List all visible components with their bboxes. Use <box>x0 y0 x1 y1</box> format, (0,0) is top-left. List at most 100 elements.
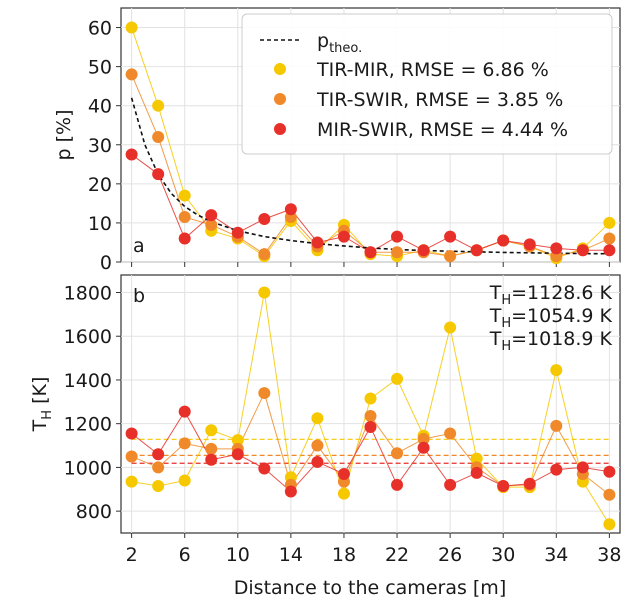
x-tick-label: 38 <box>597 544 621 566</box>
point-mir_swir <box>125 148 138 161</box>
point-tir_mir <box>311 412 324 425</box>
point-tir_swir <box>205 442 218 455</box>
mean-label-tir-swir: TH=1054.9 K <box>489 305 613 331</box>
point-tir_mir <box>337 487 350 500</box>
point-mir_swir <box>391 478 404 491</box>
legend: ptheo. TIR-MIR, RMSE = 6.86 % TIR-SWIR, … <box>241 13 613 155</box>
point-tir_swir <box>444 250 457 263</box>
panel-a-points <box>125 21 616 265</box>
point-mir_swir <box>523 238 536 251</box>
panel-b-y-ticks: 800 1000 1200 1400 1600 1800 <box>64 282 121 523</box>
panel-b-y-label: TH [K] <box>29 377 55 433</box>
point-mir_swir <box>125 427 138 440</box>
point-mir_swir <box>550 242 563 255</box>
point-mir_swir <box>603 244 616 257</box>
point-tir_swir <box>152 461 165 474</box>
x-tick-label: 18 <box>332 544 356 566</box>
point-mir_swir <box>444 230 457 243</box>
x-tick-label: 34 <box>544 544 568 566</box>
y-tick-label: 1800 <box>64 282 112 304</box>
point-mir_swir <box>497 479 510 492</box>
point-tir_swir <box>391 246 404 259</box>
panel-b-x-ticks: 2 6 10 14 18 22 26 30 34 38 <box>126 533 621 566</box>
point-mir_swir <box>152 448 165 461</box>
point-tir_mir <box>205 424 218 437</box>
point-tir_mir <box>444 321 457 334</box>
point-mir_swir <box>444 478 457 491</box>
panel-a-x-ticks <box>131 262 610 267</box>
point-tir_swir <box>417 432 430 445</box>
point-tir_mir <box>231 434 244 447</box>
point-tir_swir <box>391 447 404 460</box>
legend-tir-mir-label: TIR-MIR, RMSE = 6.86 % <box>316 59 549 81</box>
legend-mir-swir-marker <box>274 123 286 135</box>
panel-b-letter: b <box>133 285 145 307</box>
x-tick-label: 2 <box>126 544 138 566</box>
y-tick-label: 0 <box>100 252 112 274</box>
y-tick-label: 1200 <box>64 414 112 436</box>
y-tick-label: 1600 <box>64 326 112 348</box>
point-tir_mir <box>152 479 165 492</box>
point-mir_swir <box>576 244 589 257</box>
point-tir_mir <box>364 392 377 405</box>
point-mir_swir <box>258 213 271 226</box>
point-tir_swir <box>444 427 457 440</box>
point-mir_swir <box>205 453 218 466</box>
mean-label-tir-mir: TH=1128.6 K <box>489 282 613 308</box>
point-mir_swir <box>337 230 350 243</box>
y-tick-label: 50 <box>88 57 112 79</box>
theory-curve <box>130 97 610 255</box>
point-tir_swir <box>311 439 324 452</box>
point-tir_mir <box>258 286 271 299</box>
legend-theory-label: ptheo. <box>317 30 362 56</box>
point-tir_swir <box>178 437 191 450</box>
point-tir_mir <box>550 364 563 377</box>
x-tick-label: 22 <box>385 544 409 566</box>
point-tir_mir <box>178 189 191 202</box>
point-mir_swir <box>311 236 324 249</box>
point-mir_swir <box>603 465 616 478</box>
point-tir_swir <box>125 450 138 463</box>
y-tick-label: 800 <box>76 501 112 523</box>
point-tir_mir <box>125 475 138 488</box>
point-tir_mir <box>178 474 191 487</box>
point-tir_swir <box>364 410 377 423</box>
point-mir_swir <box>576 461 589 474</box>
legend-frame <box>241 13 613 155</box>
point-mir_swir <box>284 203 297 216</box>
point-mir_swir <box>470 466 483 479</box>
point-mir_swir <box>152 168 165 181</box>
point-tir_swir <box>178 211 191 224</box>
point-mir_swir <box>391 230 404 243</box>
point-mir_swir <box>550 463 563 476</box>
legend-mir-swir-label: MIR-SWIR, RMSE = 4.44 % <box>317 119 568 141</box>
point-mir_swir <box>258 462 271 475</box>
point-tir_swir <box>603 488 616 501</box>
x-tick-label: 26 <box>438 544 462 566</box>
panel-a-letter: a <box>133 235 145 257</box>
y-tick-label: 10 <box>88 213 112 235</box>
point-tir_swir <box>125 68 138 81</box>
point-mir_swir <box>523 477 536 490</box>
point-tir_mir <box>603 216 616 229</box>
panel-a-y-label: p [%] <box>53 110 75 161</box>
point-mir_swir <box>205 209 218 222</box>
y-tick-label: 40 <box>88 96 112 118</box>
point-mir_swir <box>364 246 377 259</box>
point-mir_swir <box>311 455 324 468</box>
point-mir_swir <box>231 226 244 239</box>
point-mir_swir <box>470 244 483 257</box>
y-tick-label: 1000 <box>64 457 112 479</box>
point-mir_swir <box>497 234 510 247</box>
panel-a-y-ticks: 0 10 20 30 40 50 60 <box>88 18 121 274</box>
point-tir_mir <box>152 99 165 112</box>
point-mir_swir <box>284 485 297 498</box>
point-mir_swir <box>178 405 191 418</box>
point-tir_swir <box>550 419 563 432</box>
x-tick-label: 30 <box>491 544 515 566</box>
x-tick-label: 14 <box>279 544 303 566</box>
point-tir_mir <box>603 518 616 531</box>
x-tick-label: 6 <box>179 544 191 566</box>
x-axis-label: Distance to the cameras [m] <box>234 577 506 599</box>
point-tir_swir <box>205 218 218 231</box>
